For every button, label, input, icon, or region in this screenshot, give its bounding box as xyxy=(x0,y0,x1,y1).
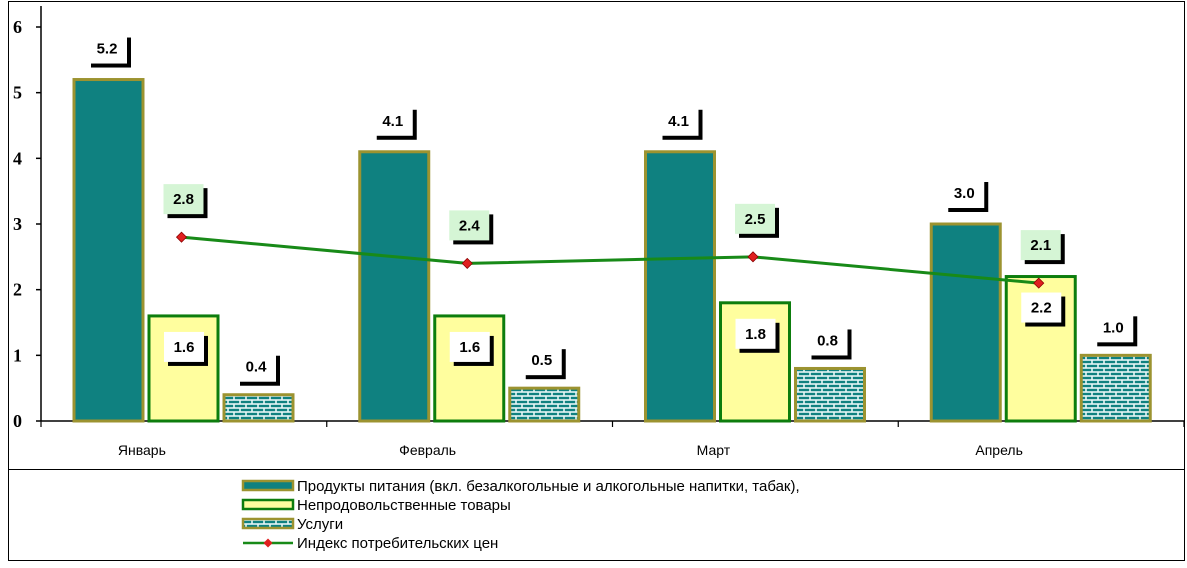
bar-label-1-group: 4.1 xyxy=(658,105,703,140)
bar-3 xyxy=(794,366,866,423)
bar-label-1-group: 3.0 xyxy=(944,178,989,212)
cpi-label-box xyxy=(163,184,204,215)
axes: 0 1 2 3 4 5 6 Январь Февраль Март Апрель xyxy=(13,6,1185,458)
cpi-label-group: 2.8 xyxy=(163,184,208,219)
cpi-label: 2.4 xyxy=(459,217,481,234)
cpi-label-group: 2.1 xyxy=(1020,230,1065,265)
bar-label-1-box xyxy=(87,33,127,64)
bar-3 xyxy=(508,386,581,423)
bar-label-2-box xyxy=(735,318,776,349)
y-tick-label: 5 xyxy=(13,83,22,103)
cpi-label-group: 2.4 xyxy=(449,210,494,245)
bar-label-3-group: 0.8 xyxy=(807,325,852,360)
bar-1 xyxy=(929,222,1002,423)
cpi-label: 2.5 xyxy=(745,211,766,228)
bar-2 xyxy=(433,314,506,423)
bar-label-1: 4.1 xyxy=(668,113,689,130)
bar-label-2-box xyxy=(164,331,204,362)
bar-label-3-group: 1.0 xyxy=(1093,312,1138,347)
y-tick-label: 0 xyxy=(13,411,22,431)
cpi-label-box xyxy=(1020,230,1061,261)
y-tick-label: 2 xyxy=(13,280,22,300)
bar-label-2: 1.6 xyxy=(459,339,480,356)
bar-label-1-box xyxy=(372,105,413,136)
bar-label-1-box xyxy=(944,178,985,208)
bar-label-1: 4.1 xyxy=(382,113,403,130)
bar-label-3-box xyxy=(807,325,848,356)
bar-label-2: 2.2 xyxy=(1031,300,1052,317)
bar-3 xyxy=(222,393,295,423)
cpi-line xyxy=(175,231,1045,289)
bar-label-2: 1.8 xyxy=(745,326,766,343)
bar-label-3: 0.4 xyxy=(246,359,268,376)
y-tick-label: 6 xyxy=(13,17,22,37)
bar-label-1-group: 4.1 xyxy=(372,105,417,140)
cpi-label-box xyxy=(735,203,775,234)
bar-label-2-group: 1.6 xyxy=(164,331,208,366)
x-tick-label: Март xyxy=(697,442,731,458)
y-tick-label: 1 xyxy=(13,345,22,365)
bar-1 xyxy=(358,150,431,423)
bar-label-1-box xyxy=(658,105,699,136)
bar-label-2-group: 2.2 xyxy=(1021,292,1066,327)
legend-swatch xyxy=(241,498,295,511)
bar-label-3: 1.0 xyxy=(1103,319,1124,336)
bar-label-2: 1.6 xyxy=(174,339,195,356)
bar-label-1: 3.0 xyxy=(954,185,975,202)
cpi-label-group: 2.5 xyxy=(735,203,779,238)
legend-swatch xyxy=(241,479,295,492)
bar-label-3-box xyxy=(521,345,562,376)
legend-item: Продукты питания (вкл. безалкогольные и … xyxy=(241,478,800,495)
y-tick-label: 4 xyxy=(13,148,22,168)
legend-item: Услуги xyxy=(241,516,343,533)
bar-label-2-group: 1.6 xyxy=(449,331,494,366)
legend-label: Индекс потребительских цен xyxy=(297,535,498,552)
legend-label: Продукты питания (вкл. безалкогольные и … xyxy=(297,478,800,495)
bar-label-2-group: 1.8 xyxy=(735,318,780,353)
legend-swatch-marker xyxy=(263,538,273,548)
cpi-marker xyxy=(175,231,188,243)
cpi-label: 2.8 xyxy=(173,191,194,208)
cpi-series-line xyxy=(181,235,1039,285)
bar-1 xyxy=(72,78,145,423)
x-tick-label: Апрель xyxy=(975,442,1023,458)
bar-label-3: 0.8 xyxy=(817,332,838,349)
cpi-label-box xyxy=(449,210,490,241)
cpi-label: 2.1 xyxy=(1030,237,1051,254)
cpi-marker xyxy=(461,257,473,269)
bar-label-3-group: 0.5 xyxy=(521,345,566,380)
cpi-marker xyxy=(1033,277,1045,289)
legend: Продукты питания (вкл. безалкогольные и … xyxy=(241,478,800,552)
bar-label-2-box xyxy=(449,331,490,362)
legend-item: Непродовольственные товары xyxy=(241,497,511,514)
bar-3 xyxy=(1079,353,1152,423)
bar-label-3-box xyxy=(1093,312,1134,343)
bar-1 xyxy=(644,150,716,423)
bar-label-3-box xyxy=(236,351,276,382)
x-tick-label: Февраль xyxy=(399,442,456,458)
cpi-marker xyxy=(747,251,759,263)
bar-label-1-group: 5.2 xyxy=(87,33,131,68)
bar-label-3: 0.5 xyxy=(531,352,552,369)
legend-swatch xyxy=(241,517,295,530)
bar-2 xyxy=(147,314,220,423)
bar-label-2-box xyxy=(1021,292,1062,323)
data-labels: 5.2 4.1 4.1 3.0 1.6 1.6 1.8 2.2 0.4 0.5 0.8 1.0 2.8 2… xyxy=(87,33,1138,386)
legend-label: Непродовольственные товары xyxy=(297,497,511,514)
y-tick-label: 3 xyxy=(13,214,22,234)
bar-label-1: 5.2 xyxy=(97,41,118,58)
legend-label: Услуги xyxy=(297,516,343,533)
bar-label-3-group: 0.4 xyxy=(236,351,280,386)
legend-item: Индекс потребительских цен xyxy=(243,535,498,552)
x-tick-label: Январь xyxy=(118,442,166,458)
